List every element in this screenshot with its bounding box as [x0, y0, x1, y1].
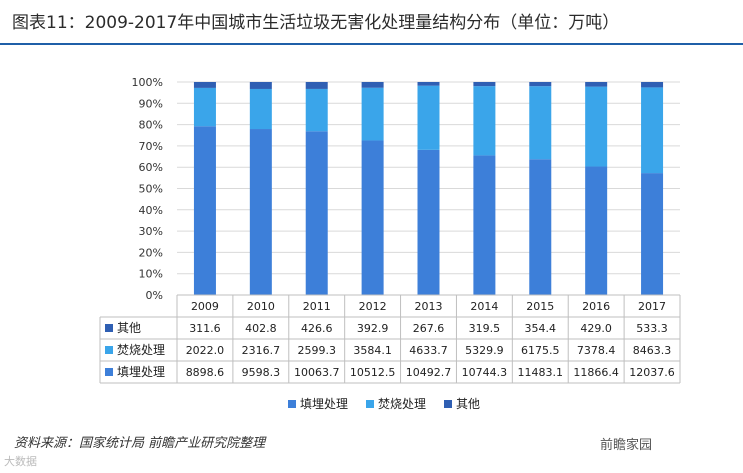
watermark-account: 前瞻家园 [600, 438, 653, 453]
bar-landfill [585, 166, 608, 295]
bar-incineration [361, 87, 384, 141]
data-label: 2316.7 [242, 344, 281, 357]
table-series-name: 填埋处理 [117, 365, 165, 379]
bar-landfill [417, 149, 440, 295]
legend-swatch [444, 400, 452, 408]
bar-landfill [249, 129, 272, 295]
table-legend-swatch [105, 346, 113, 354]
legend-swatch [288, 400, 296, 408]
x-tick-label: 2015 [526, 300, 554, 313]
data-label: 392.9 [357, 322, 389, 335]
table-series-name: 焚烧处理 [117, 343, 165, 357]
bar-incineration [641, 87, 664, 174]
y-tick-label: 50% [139, 183, 163, 196]
data-label: 429.0 [580, 322, 612, 335]
bar-landfill [305, 131, 328, 295]
data-label: 7378.4 [577, 344, 616, 357]
data-label: 8898.6 [186, 366, 225, 379]
data-label: 8463.3 [633, 344, 672, 357]
chart-title: 图表11：2009-2017年中国城市生活垃圾无害化处理量结构分布（单位：万吨） [12, 13, 620, 33]
bar-other [417, 82, 440, 86]
bar-landfill [473, 155, 496, 295]
legend-label: 填埋处理 [300, 397, 348, 411]
data-label: 3584.1 [353, 344, 392, 357]
x-tick-label: 2014 [470, 300, 498, 313]
data-label: 426.6 [301, 322, 333, 335]
x-tick-label: 2011 [303, 300, 331, 313]
bar-other [193, 82, 216, 88]
table-legend-swatch [105, 324, 113, 332]
data-label: 5329.9 [465, 344, 504, 357]
legend-swatch [366, 400, 374, 408]
title-rule [0, 43, 743, 45]
data-label: 354.4 [525, 322, 557, 335]
legend-label: 其他 [456, 397, 480, 411]
bar-incineration [417, 85, 440, 150]
data-label: 11866.4 [573, 366, 619, 379]
bar-incineration [193, 87, 216, 127]
x-tick-label: 2009 [191, 300, 219, 313]
table-series-name: 其他 [117, 321, 141, 335]
y-tick-label: 90% [139, 97, 163, 110]
legend-label: 焚烧处理 [378, 397, 426, 411]
source-note: 资料来源：国家统计局 前瞻产业研究院整理 [14, 436, 266, 451]
data-label: 10492.7 [406, 366, 452, 379]
data-label: 10744.3 [462, 366, 508, 379]
y-tick-label: 40% [139, 204, 163, 217]
data-label: 2599.3 [297, 344, 336, 357]
data-label: 10063.7 [294, 366, 340, 379]
data-label: 402.8 [245, 322, 277, 335]
bar-incineration [305, 88, 328, 132]
data-label: 6175.5 [521, 344, 560, 357]
y-tick-label: 10% [139, 268, 163, 281]
bar-incineration [529, 86, 552, 160]
bar-landfill [361, 140, 384, 295]
bar-landfill [193, 126, 216, 296]
x-tick-label: 2017 [638, 300, 666, 313]
bar-incineration [249, 88, 272, 130]
y-tick-label: 20% [139, 246, 163, 259]
bar-other [641, 82, 664, 88]
bar-landfill [641, 173, 664, 295]
bar-other [249, 82, 272, 89]
data-label: 9598.3 [242, 366, 281, 379]
data-label: 11483.1 [518, 366, 564, 379]
bar-other [473, 82, 496, 87]
table-legend-swatch [105, 368, 113, 376]
bar-other [361, 82, 384, 88]
x-tick-label: 2012 [359, 300, 387, 313]
y-tick-label: 80% [139, 119, 163, 132]
bar-other [529, 82, 552, 87]
y-tick-label: 30% [139, 225, 163, 238]
x-tick-label: 2016 [582, 300, 610, 313]
bar-other [585, 82, 608, 87]
data-label: 533.3 [636, 322, 668, 335]
data-label: 12037.6 [629, 366, 675, 379]
y-tick-label: 60% [139, 161, 163, 174]
data-label: 311.6 [189, 322, 221, 335]
y-tick-label: 70% [139, 140, 163, 153]
data-label: 267.6 [413, 322, 445, 335]
bar-incineration [585, 86, 608, 167]
bar-incineration [473, 86, 496, 156]
x-tick-label: 2010 [247, 300, 275, 313]
data-label: 10512.5 [350, 366, 396, 379]
data-label: 4633.7 [409, 344, 448, 357]
bar-landfill [529, 159, 552, 295]
bar-other [305, 82, 328, 89]
y-tick-label: 100% [132, 76, 163, 89]
y-tick-label: 0% [146, 289, 163, 302]
data-label: 319.5 [469, 322, 501, 335]
data-label: 2022.0 [186, 344, 225, 357]
x-tick-label: 2013 [415, 300, 443, 313]
watermark-corner: 大数据 [4, 455, 37, 468]
